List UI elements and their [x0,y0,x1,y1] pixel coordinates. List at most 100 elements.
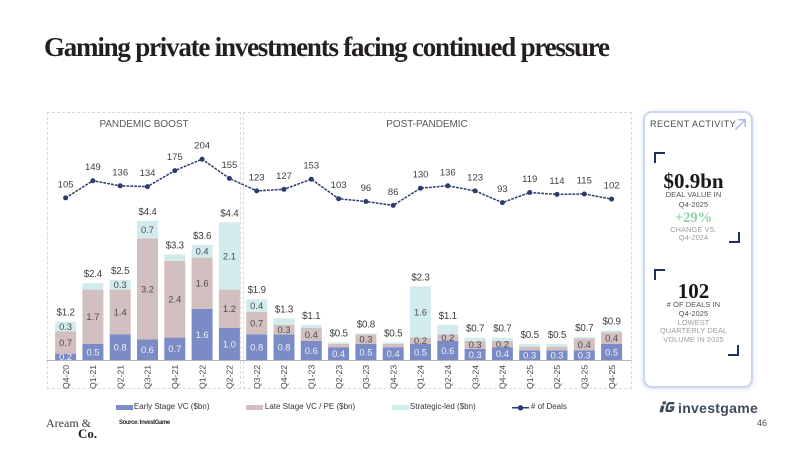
svg-text:0.6: 0.6 [305,345,318,356]
svg-text:$0.5: $0.5 [521,330,540,341]
svg-text:0.3: 0.3 [578,350,591,361]
svg-text:$1.2: $1.2 [56,308,74,319]
svg-text:$1.3: $1.3 [275,304,294,315]
svg-text:2.4: 2.4 [168,294,181,305]
svg-text:0.5: 0.5 [86,346,99,357]
svg-text:1.6: 1.6 [196,278,209,289]
svg-text:0.2: 0.2 [496,338,509,349]
svg-text:130: 130 [413,170,429,181]
svg-text:102: 102 [604,181,620,192]
svg-text:Q2-21: Q2-21 [115,365,125,389]
svg-text:96: 96 [361,183,372,194]
svg-text:0.3: 0.3 [359,334,372,345]
svg-text:Q3-24: Q3-24 [470,365,480,389]
svg-text:105: 105 [58,179,74,190]
svg-text:0.5: 0.5 [605,346,618,357]
svg-text:$1.1: $1.1 [439,311,457,322]
svg-text:1.2: 1.2 [223,303,236,314]
svg-text:103: 103 [331,180,347,191]
svg-text:3.2: 3.2 [141,283,154,294]
svg-text:0.7: 0.7 [168,343,181,354]
svg-text:0.6: 0.6 [141,344,154,355]
svg-text:0.3: 0.3 [469,349,482,360]
svg-text:0.7: 0.7 [250,318,263,329]
svg-text:$0.7: $0.7 [493,324,511,335]
svg-text:0.5: 0.5 [414,346,427,357]
svg-text:Q2-23: Q2-23 [334,365,344,389]
svg-text:175: 175 [167,152,183,163]
svg-text:0.3: 0.3 [523,350,536,361]
svg-text:0.2: 0.2 [414,335,427,346]
svg-text:Q4-21: Q4-21 [170,365,180,389]
svg-text:$1.9: $1.9 [248,285,266,296]
svg-text:1.7: 1.7 [86,311,99,322]
svg-text:Q1-22: Q1-22 [197,365,207,389]
svg-text:1.4: 1.4 [114,306,127,317]
svg-text:$1.1: $1.1 [302,311,320,322]
svg-text:Q4-25: Q4-25 [607,365,617,389]
svg-text:0.5: 0.5 [359,346,372,357]
svg-text:Q3-25: Q3-25 [580,365,590,389]
svg-text:0.4: 0.4 [578,339,591,350]
svg-text:Q4-20: Q4-20 [61,365,71,389]
svg-text:115: 115 [577,176,592,187]
svg-text:0.3: 0.3 [277,324,290,335]
svg-text:0.6: 0.6 [441,345,454,356]
svg-text:0.4: 0.4 [496,348,509,359]
svg-text:$3.6: $3.6 [193,231,212,242]
svg-text:Q3-21: Q3-21 [143,365,153,389]
svg-text:0.7: 0.7 [141,224,154,235]
svg-text:$4.4: $4.4 [138,207,157,218]
svg-text:$0.5: $0.5 [384,328,403,339]
svg-text:123: 123 [467,172,483,183]
svg-text:0.4: 0.4 [305,329,318,340]
svg-text:$4.4: $4.4 [220,208,239,219]
svg-text:0.3: 0.3 [59,321,72,332]
svg-text:0.3: 0.3 [114,279,127,290]
svg-text:Q3-23: Q3-23 [361,365,371,389]
svg-text:0.4: 0.4 [332,348,345,359]
svg-text:$0.7: $0.7 [575,323,593,334]
svg-text:$2.3: $2.3 [411,272,430,283]
svg-text:$2.5: $2.5 [111,266,130,277]
svg-text:Q2-25: Q2-25 [552,365,562,389]
svg-text:86: 86 [388,187,399,198]
svg-text:0.3: 0.3 [469,339,482,350]
svg-text:2.1: 2.1 [223,250,236,261]
svg-text:0.4: 0.4 [196,246,209,257]
svg-text:0.4: 0.4 [387,348,400,359]
svg-text:$2.4: $2.4 [84,269,103,280]
svg-text:Q2-24: Q2-24 [443,365,453,389]
svg-text:0.8: 0.8 [114,342,127,353]
svg-text:119: 119 [522,174,537,185]
svg-text:114: 114 [549,176,564,187]
svg-text:0.2: 0.2 [441,332,454,343]
svg-text:$0.5: $0.5 [329,328,348,339]
svg-text:1.0: 1.0 [223,338,236,349]
svg-text:Q4-23: Q4-23 [388,365,398,389]
svg-text:0.2: 0.2 [59,351,72,362]
svg-text:1.6: 1.6 [414,306,427,317]
svg-text:$3.3: $3.3 [166,240,185,251]
svg-text:0.3: 0.3 [550,350,563,361]
svg-text:155: 155 [221,160,237,171]
svg-text:123: 123 [249,172,265,183]
svg-text:0.8: 0.8 [277,342,290,353]
svg-text:149: 149 [85,162,101,173]
svg-text:0.4: 0.4 [605,333,618,344]
svg-text:127: 127 [276,171,292,182]
svg-text:134: 134 [140,168,156,179]
svg-text:Q1-25: Q1-25 [525,365,535,389]
svg-text:$0.7: $0.7 [466,324,484,335]
svg-text:$0.8: $0.8 [357,319,376,330]
svg-text:0.4: 0.4 [250,300,263,311]
svg-text:0.7: 0.7 [59,337,72,348]
svg-text:136: 136 [112,167,128,178]
svg-text:Q1-24: Q1-24 [416,365,426,389]
svg-text:Q1-23: Q1-23 [307,365,317,389]
svg-text:93: 93 [497,184,508,195]
svg-text:204: 204 [194,141,210,152]
svg-text:$0.9: $0.9 [602,317,620,328]
svg-text:Q3-22: Q3-22 [252,365,262,389]
svg-text:0.8: 0.8 [250,342,263,353]
